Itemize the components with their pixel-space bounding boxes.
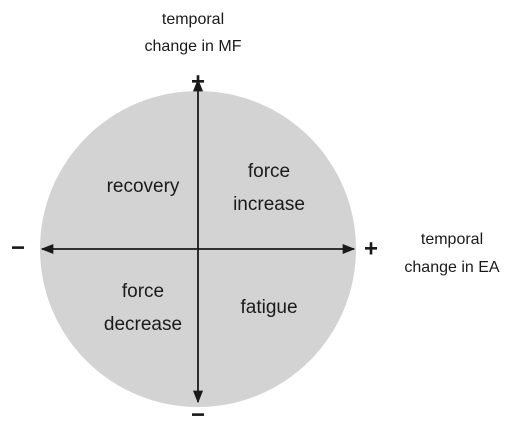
quadrant-label: recovery — [107, 176, 180, 197]
x-negative-sign: − — [11, 234, 25, 261]
quadrant-label: force — [248, 161, 290, 182]
x-axis-label: temporal — [421, 231, 483, 248]
y-axis-label: temporal — [162, 11, 224, 28]
x-positive-sign: + — [364, 235, 378, 262]
quadrant-label: decrease — [104, 314, 182, 335]
quadrant-label: force — [122, 281, 164, 302]
quadrant-label: increase — [233, 194, 305, 215]
y-axis-label: change in MF — [145, 38, 242, 55]
y-positive-sign: + — [191, 68, 205, 95]
quadrant-label: fatigue — [240, 297, 297, 318]
x-axis-label: change in EA — [404, 259, 500, 276]
y-negative-sign: − — [191, 401, 205, 423]
